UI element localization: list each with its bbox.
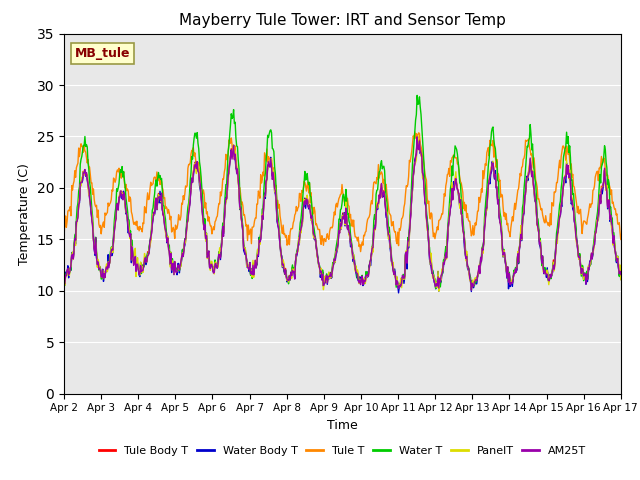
Tule Body T bbox=[70, 244, 78, 250]
AM25T bbox=[428, 261, 435, 267]
Legend: Tule Body T, Water Body T, Tule T, Water T, PanelT, AM25T: Tule Body T, Water Body T, Tule T, Water… bbox=[94, 441, 591, 460]
AM25T bbox=[410, 166, 418, 172]
Line: Tule T: Tule T bbox=[64, 132, 621, 252]
Tule T bbox=[70, 178, 78, 184]
Tule Body T bbox=[413, 135, 421, 141]
AM25T bbox=[413, 134, 421, 140]
PanelT bbox=[70, 247, 78, 253]
Water T bbox=[413, 93, 421, 98]
AM25T bbox=[184, 217, 192, 223]
Water T bbox=[432, 286, 440, 291]
Line: Tule Body T: Tule Body T bbox=[64, 138, 621, 288]
Line: PanelT: PanelT bbox=[64, 136, 621, 291]
Water T bbox=[214, 264, 221, 270]
Water Body T bbox=[411, 157, 419, 163]
AM25T bbox=[467, 287, 475, 293]
X-axis label: Time: Time bbox=[327, 419, 358, 432]
PanelT bbox=[428, 250, 435, 256]
Tule Body T bbox=[428, 258, 435, 264]
AM25T bbox=[70, 246, 78, 252]
PanelT bbox=[60, 271, 68, 276]
Tule Body T bbox=[127, 256, 135, 262]
Water Body T bbox=[60, 273, 68, 279]
Y-axis label: Temperature (C): Temperature (C) bbox=[18, 163, 31, 264]
Water T bbox=[428, 255, 435, 261]
Tule T bbox=[184, 166, 192, 171]
Tule T bbox=[411, 129, 419, 135]
AM25T bbox=[127, 257, 135, 263]
Line: AM25T: AM25T bbox=[64, 137, 621, 290]
Line: Water Body T: Water Body T bbox=[64, 138, 621, 293]
PanelT bbox=[410, 164, 418, 170]
Tule T bbox=[412, 135, 419, 141]
Water T bbox=[127, 253, 135, 259]
Tule T bbox=[60, 235, 68, 240]
Text: MB_tule: MB_tule bbox=[75, 47, 131, 60]
Water T bbox=[60, 271, 68, 276]
PanelT bbox=[414, 133, 422, 139]
PanelT bbox=[214, 262, 221, 268]
Water Body T bbox=[127, 260, 135, 265]
Water T bbox=[70, 241, 78, 247]
Water T bbox=[617, 272, 625, 277]
PanelT bbox=[127, 257, 135, 263]
AM25T bbox=[214, 265, 221, 271]
Water Body T bbox=[184, 218, 192, 224]
Tule Body T bbox=[617, 274, 625, 280]
Water Body T bbox=[428, 270, 436, 276]
Tule T bbox=[127, 209, 135, 215]
PanelT bbox=[435, 288, 443, 294]
Water T bbox=[184, 204, 192, 210]
Water Body T bbox=[70, 247, 78, 252]
AM25T bbox=[60, 271, 68, 277]
Line: Water T: Water T bbox=[64, 96, 621, 288]
Tule T bbox=[214, 213, 221, 219]
Tule Body T bbox=[435, 285, 443, 291]
PanelT bbox=[184, 219, 192, 225]
Water Body T bbox=[617, 276, 625, 282]
Tule T bbox=[617, 237, 625, 242]
Tule Body T bbox=[214, 265, 221, 271]
Water T bbox=[410, 139, 418, 145]
Title: Mayberry Tule Tower: IRT and Sensor Temp: Mayberry Tule Tower: IRT and Sensor Temp bbox=[179, 13, 506, 28]
Tule T bbox=[428, 211, 436, 217]
Water Body T bbox=[395, 290, 403, 296]
Tule Body T bbox=[184, 215, 192, 221]
AM25T bbox=[617, 272, 625, 277]
Tule Body T bbox=[410, 167, 418, 172]
Tule T bbox=[356, 249, 364, 254]
Water Body T bbox=[413, 135, 421, 141]
Water Body T bbox=[214, 265, 221, 271]
PanelT bbox=[617, 277, 625, 283]
Tule Body T bbox=[60, 272, 68, 277]
